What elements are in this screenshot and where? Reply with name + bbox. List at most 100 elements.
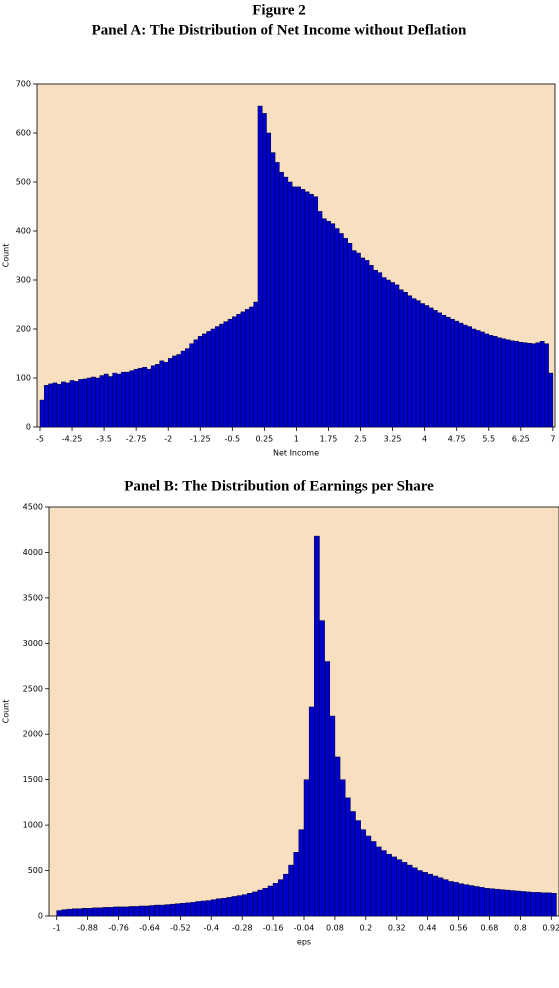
x-tick-label: 0.56	[450, 924, 468, 933]
bar	[240, 311, 246, 428]
x-tick-label: 4.75	[448, 435, 466, 444]
y-tick-label: 700	[16, 80, 31, 89]
bar	[373, 269, 378, 428]
bar	[360, 257, 366, 428]
bar	[91, 376, 96, 428]
bar	[420, 303, 425, 428]
bar	[108, 376, 113, 428]
bar	[407, 295, 413, 428]
bar	[458, 883, 464, 917]
bar	[202, 333, 207, 428]
bar	[113, 906, 119, 917]
bar	[391, 856, 397, 917]
bar	[155, 364, 160, 428]
bar	[548, 372, 554, 428]
bar	[355, 820, 361, 917]
bar	[73, 381, 79, 428]
bar	[334, 756, 341, 917]
x-tick-label: 3.25	[384, 435, 402, 444]
bar	[82, 378, 88, 428]
x-tick-label: 0.32	[388, 924, 406, 933]
x-tick-label: -0.5	[225, 435, 241, 444]
bar	[447, 881, 454, 917]
y-tick-label: 100	[16, 374, 31, 383]
bar	[253, 301, 259, 428]
bar	[441, 315, 447, 428]
bar	[545, 892, 552, 917]
y-tick-label: 400	[16, 227, 31, 236]
bar	[133, 906, 140, 917]
x-tick-label: 7	[550, 435, 555, 444]
x-tick-label: -0.04	[294, 924, 315, 933]
bar	[453, 882, 459, 917]
bar	[415, 300, 421, 428]
bar	[142, 366, 148, 428]
x-tick-label: -0.28	[232, 924, 253, 933]
bar	[535, 342, 541, 428]
bar	[262, 888, 269, 917]
bar	[427, 873, 434, 917]
bar	[291, 186, 297, 428]
x-axis-label: eps	[297, 938, 311, 947]
bar	[149, 905, 155, 917]
bar	[386, 853, 392, 917]
chart-title: Panel B: The Distribution of Earnings pe…	[124, 478, 434, 494]
bar	[540, 892, 547, 917]
bar	[437, 877, 444, 917]
bar	[180, 903, 186, 917]
bar	[52, 382, 58, 428]
bar	[338, 233, 344, 428]
x-tick-label: -0.16	[263, 924, 284, 933]
bar	[304, 191, 310, 428]
y-tick-label: 2500	[23, 684, 43, 693]
bar	[163, 362, 169, 428]
bar	[329, 715, 336, 917]
bar	[283, 873, 289, 917]
bar	[377, 272, 383, 428]
y-axis-label: Count	[2, 244, 11, 268]
x-tick-label: 6.25	[512, 435, 530, 444]
bar	[241, 894, 248, 917]
bar	[364, 260, 370, 428]
bar	[180, 350, 186, 428]
bar	[488, 335, 494, 428]
bar	[403, 292, 408, 428]
bar	[97, 907, 104, 917]
bar	[475, 330, 481, 428]
bar	[120, 371, 126, 428]
bar	[267, 885, 274, 917]
bar	[283, 176, 289, 428]
bar	[458, 322, 464, 428]
bar	[270, 152, 276, 428]
bar	[450, 318, 455, 428]
bar	[176, 354, 182, 428]
bar	[499, 889, 506, 917]
x-tick-label: 0.25	[255, 435, 273, 444]
bar	[128, 906, 135, 917]
bar	[144, 905, 150, 917]
bar	[411, 298, 417, 428]
bar	[164, 904, 171, 917]
bar	[501, 338, 507, 428]
bar	[530, 892, 537, 917]
bar	[522, 342, 528, 428]
bar	[206, 331, 212, 428]
bar	[232, 316, 237, 428]
bar	[308, 194, 314, 428]
bar	[505, 339, 511, 428]
bar	[539, 341, 545, 428]
bar	[125, 371, 130, 428]
y-tick-label: 3500	[23, 593, 43, 602]
bar	[356, 252, 361, 428]
x-tick-label: -2	[164, 435, 172, 444]
x-tick-label: 0.08	[326, 924, 344, 933]
bar	[71, 908, 78, 917]
x-tick-label: -1.25	[190, 435, 211, 444]
bar	[551, 893, 557, 917]
bar	[257, 105, 263, 428]
bar	[497, 337, 502, 428]
bar	[344, 797, 351, 917]
y-tick-label: 200	[16, 325, 31, 334]
